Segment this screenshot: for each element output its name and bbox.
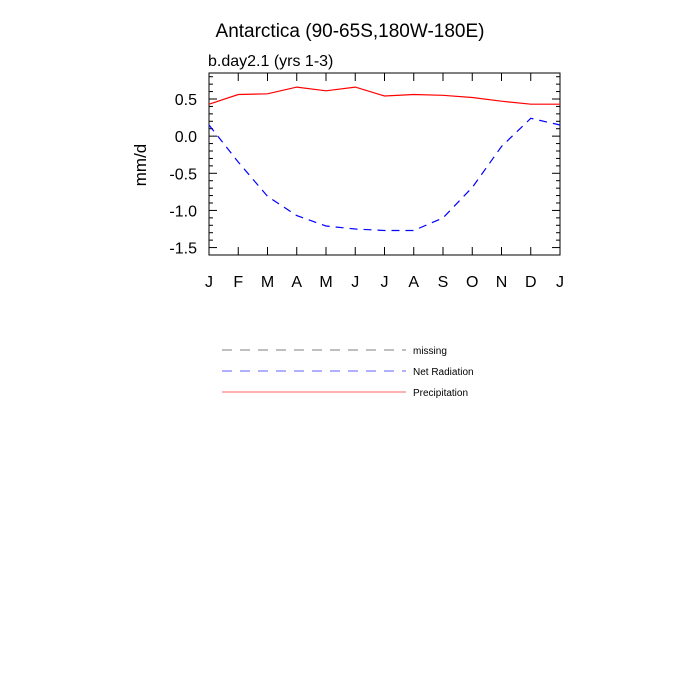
legend: missing Net Radiation Precipitation (222, 346, 474, 399)
legend-label: missing (413, 346, 447, 357)
x-tick-label: A (291, 274, 302, 291)
x-tick-label: D (525, 274, 537, 291)
plot-frame (208, 72, 561, 256)
x-tick-label: J (556, 274, 564, 291)
legend-label: Net Radiation (413, 367, 474, 378)
series-lines (208, 86, 561, 232)
chart-subtitle: b.day2.1 (yrs 1-3) (208, 53, 333, 70)
x-tick-label: M (261, 274, 274, 291)
x-tick-label: N (496, 274, 508, 291)
y-axis-label: mm/d (131, 144, 150, 187)
x-tick-label: F (233, 274, 243, 291)
series-line-precipitation (208, 86, 560, 105)
x-tick-label: S (438, 274, 449, 291)
x-tick-label: M (319, 274, 332, 291)
x-tick-label: A (408, 274, 419, 291)
legend-label: Precipitation (413, 388, 468, 399)
y-tick-label: 0.0 (175, 129, 197, 146)
y-tick-label: -0.5 (169, 166, 197, 183)
y-tick-label: -1.5 (169, 241, 197, 258)
chart-title: Antarctica (90-65S,180W-180E) (216, 21, 485, 42)
x-tick-label: J (205, 274, 213, 291)
x-tick-label: J (381, 274, 389, 291)
y-tick-label: -1.0 (169, 203, 197, 220)
series-line-net-radiation (208, 117, 561, 232)
x-tick-label: J (351, 274, 359, 291)
x-tick-label: O (466, 274, 478, 291)
y-tick-label: 0.5 (175, 92, 197, 109)
y-axis-ticks: 0.5 0.0 -0.5 -1.0 -1.5 (169, 76, 560, 258)
